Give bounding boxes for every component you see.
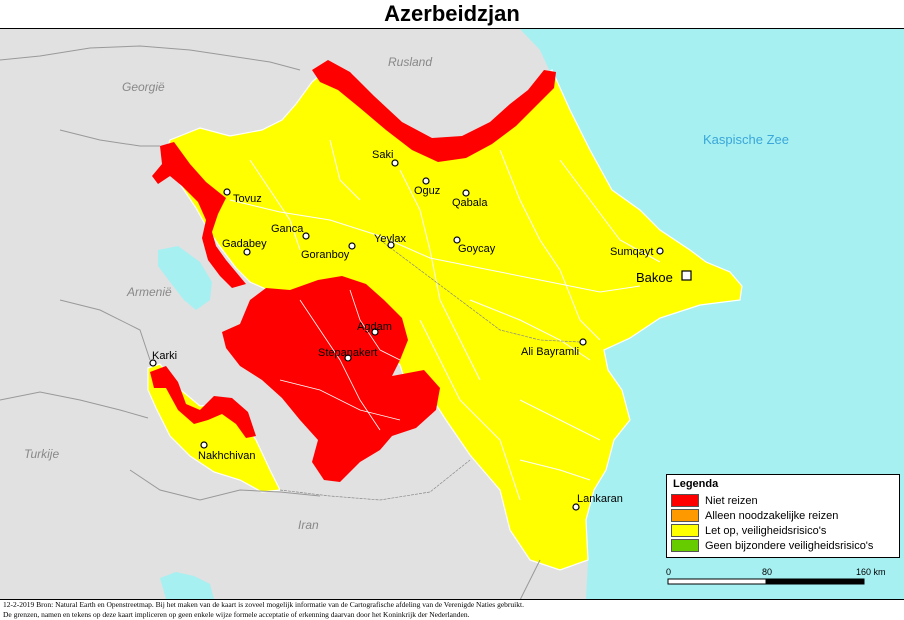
city-lankaran: Lankaran [577,493,623,505]
city-agdam: Agdam [357,321,392,333]
legend-label: Niet reizen [705,494,758,507]
scale-tick-80: 80 [762,567,772,577]
city-goranboy: Goranboy [301,249,350,261]
label-turkey: Turkije [24,447,59,461]
city-nakhchivan: Nakhchivan [198,450,255,462]
legend-item: Alleen noodzakelijke reizen [671,508,899,523]
legend-swatch-orange [671,509,699,522]
label-caspian: Kaspische Zee [703,132,789,147]
footer-line-disclaimer: De grenzen, namen en tekens op deze kaar… [3,610,470,619]
label-russia: Rusland [388,55,432,69]
city-goycay: Goycay [458,243,496,255]
danger-zone-north-border[interactable] [312,60,556,162]
label-iran: Iran [298,518,319,532]
city-saki: Saki [372,149,393,161]
city-ali-bayramli: Ali Bayramli [521,346,579,358]
label-georgia: Georgië [122,80,165,94]
city-oguz: Oguz [414,185,440,197]
danger-zone-nakhchivan-border[interactable] [150,366,256,438]
page-title: Azerbeidzjan [0,0,904,29]
karabakh-district-lines [279,289,401,431]
city-labels: Saki Oguz Qabala Tovuz Ganca Yevlax Gada… [152,149,673,505]
legend-item: Niet reizen [671,493,899,508]
legend-label: Alleen noodzakelijke reizen [705,509,839,522]
city-markers [149,159,664,511]
legend-label: Let op, veiligheidsrisico's [705,524,827,537]
danger-zone-karabakh[interactable] [222,276,440,482]
label-armenia: Armenië [126,285,172,299]
city-qabala: Qabala [452,197,488,209]
city-bakoe: Bakoe [636,270,673,285]
footer-line-source: 12-2-2019 Bron: Natural Earth en Openstr… [3,600,524,609]
city-tovuz: Tovuz [233,193,262,205]
city-karki: Karki [152,350,177,362]
legend-swatch-green [671,539,699,552]
legend: Legenda Niet reizen Alleen noodzakelijke… [666,474,900,558]
danger-zone-west-border[interactable] [152,142,246,288]
district-boundaries [229,139,661,501]
city-yevlax: Yevlax [374,233,407,245]
footer: 12-2-2019 Bron: Natural Earth en Openstr… [0,599,904,620]
scale-tick-160: 160 km [856,567,886,577]
lake-sevan [158,246,212,310]
legend-item: Let op, veiligheidsrisico's [671,523,899,538]
rivers [279,239,581,501]
capital-marker-bakoe [681,270,692,281]
city-sumqayt: Sumqayt [610,246,653,258]
legend-label: Geen bijzondere veiligheidsrisico's [705,539,874,552]
legend-item: Geen bijzondere veiligheidsrisico's [671,538,899,553]
scale-bar: 0 80 160 km [666,567,886,585]
caspian-sea [520,29,904,599]
legend-title: Legenda [673,478,719,490]
city-gadabey: Gadabey [222,238,267,250]
lake-urmia [160,572,214,599]
city-stepanakert: Stepanakert [318,347,377,359]
city-ganca: Ganca [271,223,304,235]
legend-swatch-red [671,494,699,507]
legend-swatch-yellow [671,524,699,537]
scale-tick-0: 0 [666,567,671,577]
country-borders [0,45,541,599]
